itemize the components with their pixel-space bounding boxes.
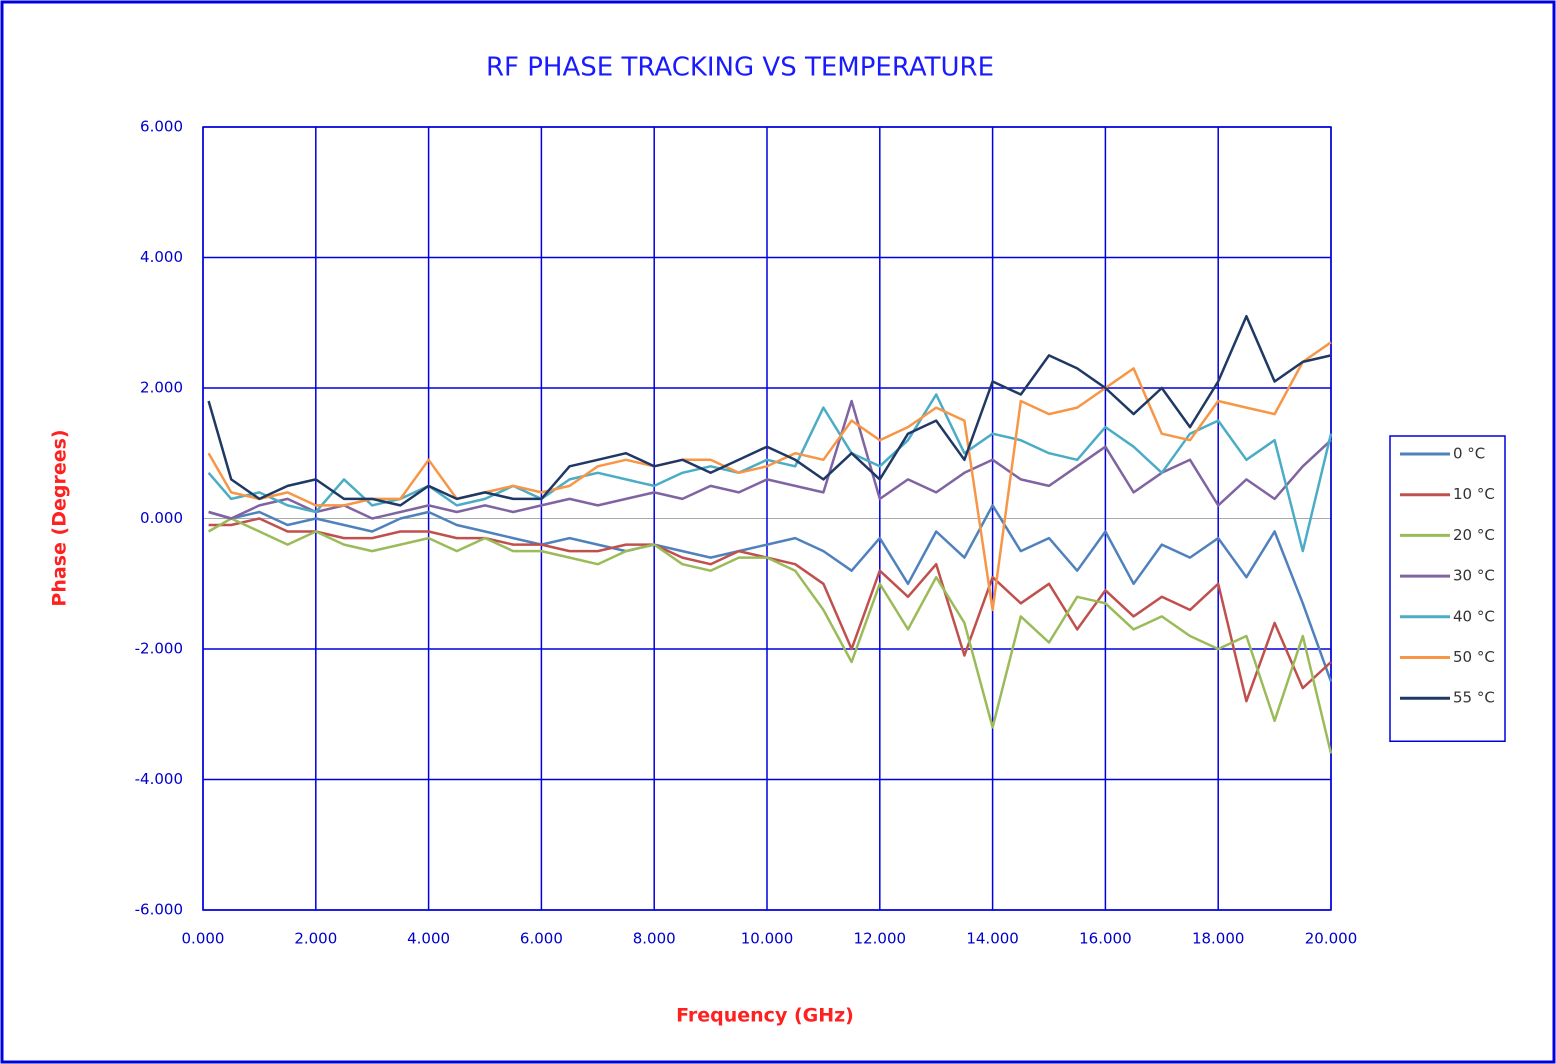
legend-box — [1389, 435, 1506, 742]
plot-border — [202, 126, 1332, 911]
y-tick-label: 4.000 — [140, 248, 183, 266]
y-tick-label: 0.000 — [140, 509, 183, 527]
series-line — [207, 393, 1333, 553]
legend-label: 55 °C — [1453, 689, 1495, 707]
x-tick-label: 14.000 — [966, 930, 1019, 948]
series-line — [208, 399, 1332, 520]
x-tick-label: 8.000 — [633, 930, 676, 948]
legend-label: 50 °C — [1453, 648, 1495, 666]
series-line — [207, 341, 1332, 612]
x-tick-label: 16.000 — [1079, 930, 1132, 948]
y-tick-label: -4.000 — [135, 770, 183, 788]
series-line — [207, 517, 1333, 754]
x-tick-label: 18.000 — [1192, 930, 1245, 948]
chart-title: RF PHASE TRACKING VS TEMPERATURE — [486, 53, 994, 83]
x-tick-label: 10.000 — [741, 930, 794, 948]
legend-label: 30 °C — [1453, 567, 1495, 585]
x-axis-label: Frequency (GHz) — [676, 1005, 854, 1027]
series-line — [208, 504, 1333, 683]
legend-label: 40 °C — [1453, 607, 1495, 625]
legend-label: 20 °C — [1453, 526, 1495, 544]
legend-label: 0 °C — [1453, 445, 1485, 463]
y-tick-label: 2.000 — [140, 379, 183, 397]
x-tick-label: 6.000 — [520, 930, 563, 948]
y-tick-label: -2.000 — [135, 640, 183, 658]
x-tick-label: 12.000 — [854, 930, 907, 948]
legend-label: 10 °C — [1453, 485, 1495, 503]
y-tick-label: 6.000 — [140, 118, 183, 136]
x-tick-label: 2.000 — [294, 930, 337, 948]
x-tick-label: 20.000 — [1305, 930, 1358, 948]
y-axis-label: Phase (Degrees) — [49, 429, 71, 606]
series-line — [207, 314, 1332, 507]
x-tick-label: 4.000 — [407, 930, 450, 948]
x-tick-label: 0.000 — [182, 930, 225, 948]
y-tick-label: -6.000 — [135, 901, 183, 919]
